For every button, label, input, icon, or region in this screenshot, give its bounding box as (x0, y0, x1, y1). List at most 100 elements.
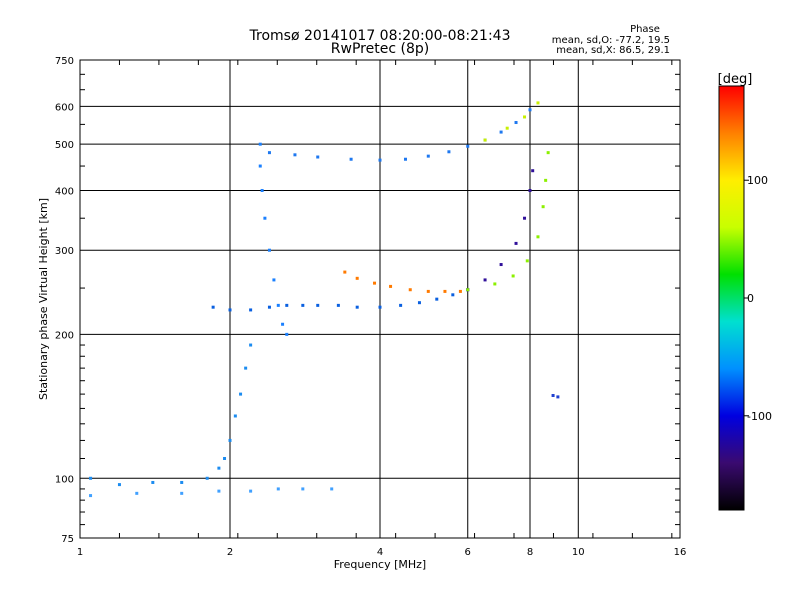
data-point (373, 281, 377, 285)
y-tick-label: 400 (55, 186, 74, 197)
data-point (151, 480, 155, 484)
data-point (263, 216, 267, 220)
data-point (493, 282, 497, 286)
data-point (546, 151, 550, 155)
legend-line-x: mean, sd,X: 86.5, 29.1 (556, 45, 670, 56)
data-point (528, 108, 532, 112)
data-point (349, 157, 353, 161)
data-point (556, 395, 560, 399)
data-point (316, 303, 320, 307)
data-point (378, 305, 382, 309)
data-point (483, 138, 487, 142)
data-point (426, 289, 430, 293)
data-point (343, 270, 347, 274)
data-point (217, 489, 221, 493)
colorbar-ticks: 100 0 -100 (744, 174, 772, 423)
data-points (89, 101, 560, 498)
data-point (399, 303, 403, 307)
data-point (435, 297, 439, 301)
data-point (417, 301, 421, 305)
data-point (260, 188, 264, 192)
y-tick-label: 75 (61, 534, 74, 545)
data-point (330, 487, 334, 491)
y-tick-label: 750 (55, 56, 74, 67)
data-point (466, 288, 470, 292)
data-point (355, 305, 359, 309)
y-tick-label: 300 (55, 246, 74, 257)
data-point (523, 216, 527, 220)
x-tick-label: 10 (572, 547, 585, 558)
data-point (531, 169, 535, 173)
data-point (293, 153, 297, 157)
data-point (180, 480, 184, 484)
y-tick-label: 200 (55, 330, 74, 341)
data-point (483, 278, 487, 282)
data-point (528, 188, 532, 192)
data-point (244, 366, 248, 370)
x-tick-label: 6 (465, 547, 471, 558)
data-point (536, 235, 540, 239)
x-tick-label: 1 (77, 547, 83, 558)
chart-title: Tromsø 20141017 08:20:00-08:21:43 (249, 28, 511, 44)
data-point (285, 332, 289, 336)
y-axis-ticks: 75 100 200 300 400 500 600 750 (55, 56, 74, 545)
data-point (258, 142, 262, 146)
data-point (451, 293, 455, 297)
y-axis-label: Stationary phase Virtual Height [km] (37, 198, 50, 400)
data-point (258, 164, 262, 168)
data-point (458, 289, 462, 293)
data-point (249, 308, 253, 312)
data-point (117, 483, 121, 487)
data-point (499, 263, 503, 267)
x-tick-label: 2 (227, 547, 233, 558)
data-point (272, 278, 276, 282)
legend-line-o: mean, sd,O: -77.2, 19.5 (552, 35, 670, 46)
colorbar-label: [deg] (718, 72, 753, 87)
x-axis-label: Frequency [MHz] (334, 558, 426, 571)
data-point (217, 466, 221, 470)
plot-frame (79, 59, 681, 539)
data-point (511, 274, 515, 278)
x-tick-label: 16 (674, 547, 687, 558)
data-point (223, 456, 227, 460)
data-point (389, 284, 393, 288)
legend-title: Phase (630, 24, 660, 35)
data-point (378, 158, 382, 162)
x-tick-label: 8 (527, 547, 533, 558)
colorbar-tick-label: -100 (747, 410, 772, 423)
chart-subtitle: RwPretec (8p) (331, 41, 429, 57)
data-point (447, 150, 451, 154)
data-point (426, 154, 430, 158)
colorbar (718, 85, 745, 511)
data-point (551, 393, 555, 397)
data-point (180, 491, 184, 495)
data-point (523, 115, 527, 119)
data-point (228, 438, 232, 442)
data-point (408, 288, 412, 292)
data-point (285, 303, 289, 307)
data-point (249, 489, 253, 493)
data-point (205, 476, 209, 480)
data-point (276, 303, 280, 307)
data-point (355, 276, 359, 280)
data-point (276, 487, 280, 491)
data-point (525, 259, 529, 263)
grid-lines (79, 59, 681, 539)
data-point (403, 157, 407, 161)
data-point (466, 144, 470, 148)
y-tick-label: 600 (55, 102, 74, 113)
data-point (281, 322, 285, 326)
x-axis-ticks: 1 2 4 6 8 10 16 (77, 547, 687, 558)
data-point (233, 414, 237, 418)
data-point (211, 305, 215, 309)
data-point (301, 487, 305, 491)
data-point (544, 178, 548, 182)
data-point (443, 289, 447, 293)
y-tick-label: 100 (55, 474, 74, 485)
data-point (514, 241, 518, 245)
x-tick-label: 4 (377, 547, 383, 558)
data-point (505, 126, 509, 130)
data-point (228, 308, 232, 312)
colorbar-tick-label: 100 (747, 174, 768, 187)
